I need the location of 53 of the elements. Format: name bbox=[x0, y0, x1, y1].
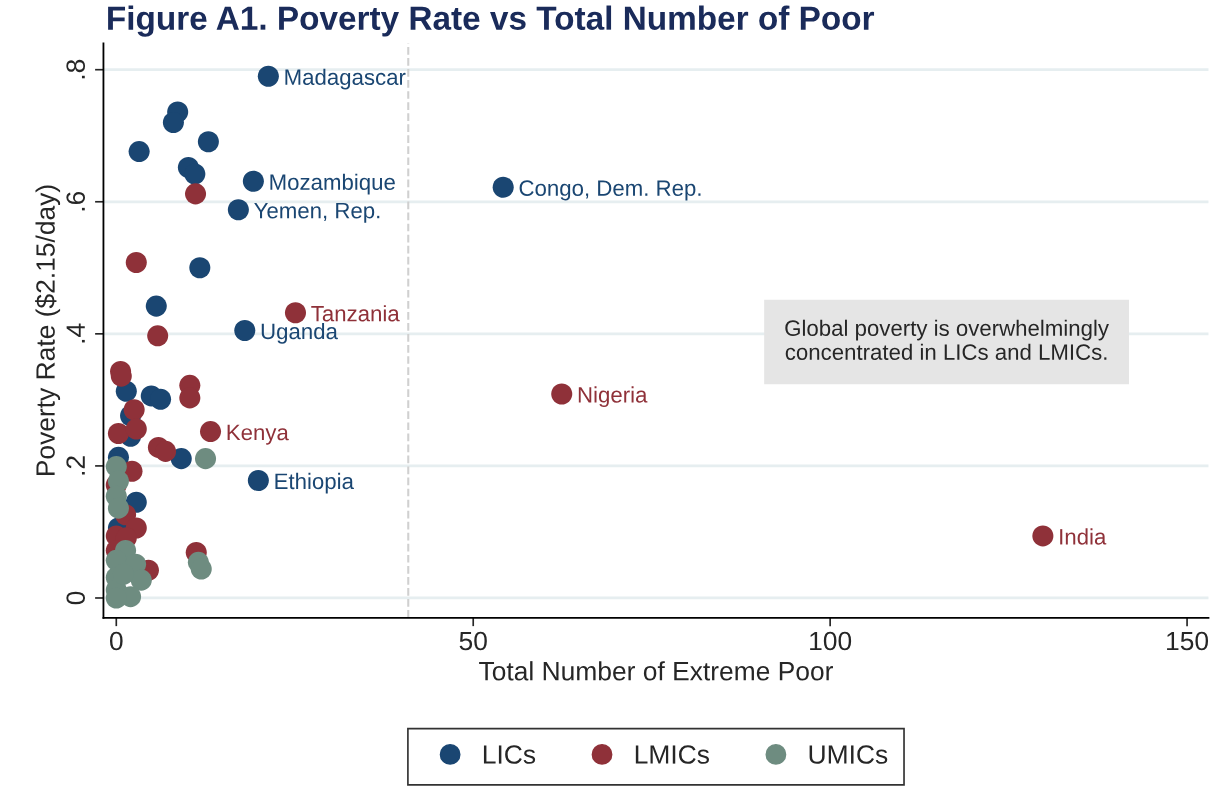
y-axis-title: Poverty Rate ($2.15/day) bbox=[35, 185, 61, 476]
y-tick-label: 0 bbox=[66, 591, 86, 605]
point bbox=[125, 251, 147, 274]
point bbox=[199, 421, 222, 443]
point bbox=[190, 558, 212, 580]
x-tick-label: 50 bbox=[459, 631, 487, 651]
point bbox=[155, 440, 177, 462]
annotation: Uganda bbox=[261, 322, 338, 344]
annotation: Mozambique bbox=[270, 173, 395, 195]
point bbox=[184, 163, 206, 185]
point bbox=[492, 176, 514, 198]
point bbox=[1032, 525, 1054, 547]
chart-title: Figure A1. Poverty Rate vs Total Number of Poor bbox=[108, 5, 875, 37]
y-tick-label: .2 bbox=[66, 456, 85, 475]
point bbox=[150, 388, 172, 410]
y-tick-label: .4 bbox=[66, 323, 85, 343]
point bbox=[227, 199, 249, 221]
annotation: India bbox=[1060, 528, 1107, 545]
legend-label: UMICs bbox=[809, 745, 888, 764]
point bbox=[197, 131, 219, 153]
y-tick-label: .8 bbox=[66, 59, 86, 79]
legend-label: LICs bbox=[483, 745, 536, 764]
x-tick-label: 0 bbox=[109, 631, 123, 651]
point bbox=[242, 170, 264, 192]
annotation: Ethiopia bbox=[275, 472, 354, 494]
point bbox=[170, 448, 192, 470]
point bbox=[247, 469, 269, 491]
point bbox=[162, 112, 184, 134]
point bbox=[194, 448, 217, 470]
point bbox=[125, 418, 147, 440]
annotation: Nigeria bbox=[578, 386, 648, 408]
point bbox=[123, 399, 145, 421]
point bbox=[145, 295, 167, 317]
point bbox=[147, 325, 169, 347]
annotation: Madagascar bbox=[285, 68, 406, 90]
annotation: Tanzania bbox=[311, 305, 400, 322]
point bbox=[130, 569, 152, 591]
point bbox=[189, 257, 211, 279]
y-tick-label: .6 bbox=[66, 191, 86, 211]
legend-label: LMICs bbox=[635, 745, 709, 764]
x-axis-title: Total Number of Extreme Poor bbox=[479, 661, 833, 681]
point bbox=[128, 141, 150, 163]
annotation: Congo, Dem. Rep. bbox=[519, 180, 701, 201]
annotation: Kenya bbox=[227, 424, 289, 445]
point bbox=[551, 383, 573, 405]
point bbox=[107, 423, 129, 445]
x-tick-label: 150 bbox=[1167, 631, 1209, 651]
point bbox=[257, 65, 279, 87]
annotation: Yemen, Rep. bbox=[254, 202, 380, 223]
annotation: Global poverty is overwhelmingly concentrated in LICs and LMICs. bbox=[785, 319, 1109, 360]
point bbox=[234, 320, 256, 342]
point bbox=[185, 183, 207, 205]
x-tick-label: 100 bbox=[810, 631, 852, 651]
